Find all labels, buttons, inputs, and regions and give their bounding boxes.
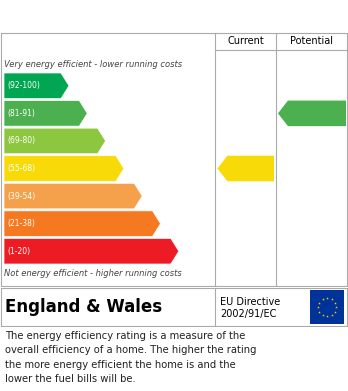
Text: Energy Efficiency Rating: Energy Efficiency Rating	[10, 9, 220, 23]
Text: Potential: Potential	[291, 36, 333, 46]
Polygon shape	[278, 100, 346, 126]
Text: (1-20): (1-20)	[7, 247, 30, 256]
Text: E: E	[143, 188, 153, 204]
Bar	[310, 290, 344, 324]
Polygon shape	[4, 100, 87, 126]
Text: F: F	[161, 216, 172, 231]
Text: (69-80): (69-80)	[7, 136, 35, 145]
Text: 65: 65	[241, 162, 258, 175]
Text: D: D	[125, 161, 137, 176]
Text: (21-38): (21-38)	[7, 219, 35, 228]
Text: 2002/91/EC: 2002/91/EC	[220, 309, 277, 319]
Polygon shape	[4, 128, 105, 154]
Text: (55-68): (55-68)	[7, 164, 35, 173]
Polygon shape	[4, 156, 124, 181]
Text: A: A	[70, 78, 82, 93]
Text: 85: 85	[307, 107, 325, 120]
Text: Current: Current	[227, 36, 264, 46]
Text: (81-91): (81-91)	[7, 109, 35, 118]
Polygon shape	[4, 73, 69, 99]
Text: G: G	[180, 244, 192, 259]
Text: (92-100): (92-100)	[7, 81, 40, 90]
Polygon shape	[4, 239, 179, 264]
Text: (39-54): (39-54)	[7, 192, 35, 201]
Text: England & Wales: England & Wales	[5, 298, 162, 316]
Text: Very energy efficient - lower running costs: Very energy efficient - lower running co…	[4, 60, 182, 69]
Text: The energy efficiency rating is a measure of the
overall efficiency of a home. T: The energy efficiency rating is a measur…	[5, 331, 256, 384]
Text: C: C	[106, 133, 118, 149]
Polygon shape	[4, 183, 142, 209]
Polygon shape	[218, 156, 274, 181]
Text: Not energy efficient - higher running costs: Not energy efficient - higher running co…	[4, 269, 182, 278]
Text: EU Directive: EU Directive	[220, 297, 281, 307]
Text: B: B	[88, 106, 100, 121]
Polygon shape	[4, 211, 160, 237]
